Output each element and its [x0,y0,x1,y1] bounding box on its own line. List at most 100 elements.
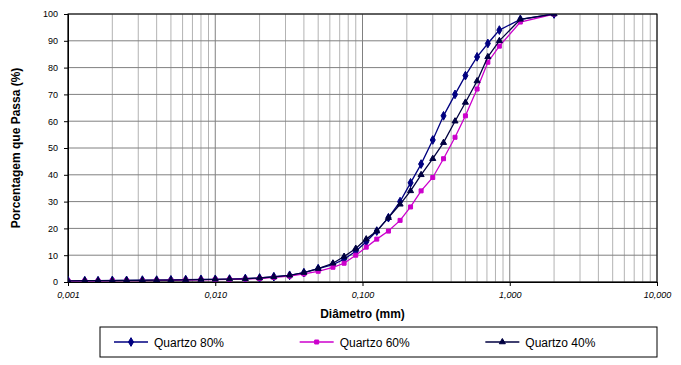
series [68,14,556,282]
x-tick-label: 0,001 [57,290,80,300]
series-marker [408,187,414,192]
y-tick-mark [64,14,68,15]
chart: 0,0010,0100,1001,00010,00001020304050607… [0,0,681,365]
series-marker [363,236,369,241]
y-tick-label: 80 [48,63,58,73]
series-marker [198,275,203,282]
y-tick-mark [64,255,68,256]
y-tick: 100 [43,9,68,19]
series-marker [386,229,390,233]
x-tick: 0,010 [204,282,227,300]
series-marker [140,276,145,282]
series-marker [301,269,307,274]
series-marker [198,276,204,281]
series-marker [441,111,446,120]
grid-line [68,40,657,41]
series-marker [353,245,359,250]
plot-frame [68,14,657,282]
y-tick-label: 20 [48,224,58,234]
series-line [68,14,554,281]
y-axis-line [64,15,69,283]
series-marker [485,39,490,48]
y-tick-mark [64,282,68,283]
y-tick: 60 [48,117,68,127]
series-marker [271,273,277,278]
x-tick: 10,000 [644,282,672,300]
x-axis-title: Diâmetro (mm) [320,307,405,321]
series-marker [168,277,174,282]
series-line [68,14,554,281]
y-tick: 40 [48,170,68,180]
grid-line [68,67,657,68]
series-marker [183,276,189,281]
series-marker [431,175,435,179]
series-marker [497,26,502,35]
series-marker [463,114,467,118]
series-marker [518,15,523,24]
series-marker [442,157,446,161]
series-marker [430,155,436,160]
grid-line [68,174,657,175]
legend: Quartzo 80% Quartzo 60% Quartzo 40% [100,327,657,357]
series-marker [213,275,218,282]
series-marker [316,264,321,273]
x-tick: 0,100 [352,282,375,300]
x-tick-label: 10,000 [644,290,672,300]
grid-line [68,201,657,202]
series-marker [257,274,262,282]
series-marker [287,272,293,277]
y-tick-label: 90 [48,36,58,46]
series-marker [408,178,413,187]
series-marker [331,265,335,269]
series-marker [364,245,368,249]
y-axis: 0102030405060708090100 [43,9,69,287]
series-marker [474,77,480,82]
series-marker [95,277,101,282]
legend-marker [128,338,133,347]
legend-label: Quartzo 80% [154,336,224,350]
y-tick-mark [64,94,68,95]
y-tick-mark [64,68,68,69]
series-marker [154,276,159,282]
series-marker [341,253,347,258]
series-marker [409,205,413,209]
x-tick-label: 0,100 [352,290,375,300]
legend-label: Quartzo 40% [525,336,595,350]
y-tick-label: 70 [48,90,58,100]
y-tick: 20 [48,224,68,234]
series-marker [496,37,502,42]
series-marker [168,275,173,282]
series-marker [462,99,468,104]
series-marker [257,274,263,279]
series [68,14,557,282]
series-marker [315,265,321,270]
x-tick: 0,001 [57,282,80,300]
y-tick-mark [64,202,68,203]
grid-line [68,121,657,122]
grid-line [68,94,657,95]
grid-line [68,148,657,149]
series-marker [342,261,346,265]
series-marker [82,277,88,282]
x-tick-label: 1,000 [499,290,522,300]
series-marker [139,277,145,282]
legend-label: Quartzo 60% [340,336,410,350]
y-tick-label: 30 [48,197,58,207]
series-marker [551,14,557,16]
legend-marker [315,340,319,344]
y-axis-title: Porcentagem que Passa (%) [9,68,23,229]
series-marker [243,274,248,282]
y-tick: 90 [48,36,68,46]
series-marker [419,160,424,169]
series-marker [242,275,248,280]
y-tick-label: 100 [43,9,58,19]
legend-marker [499,338,505,343]
legend-box [100,327,657,357]
series-marker [430,136,435,145]
x-tick-mark [510,282,511,286]
series-marker [374,228,380,233]
series-marker [124,276,129,282]
series-marker [82,276,87,282]
series-marker [517,16,523,21]
series-marker [330,260,336,265]
